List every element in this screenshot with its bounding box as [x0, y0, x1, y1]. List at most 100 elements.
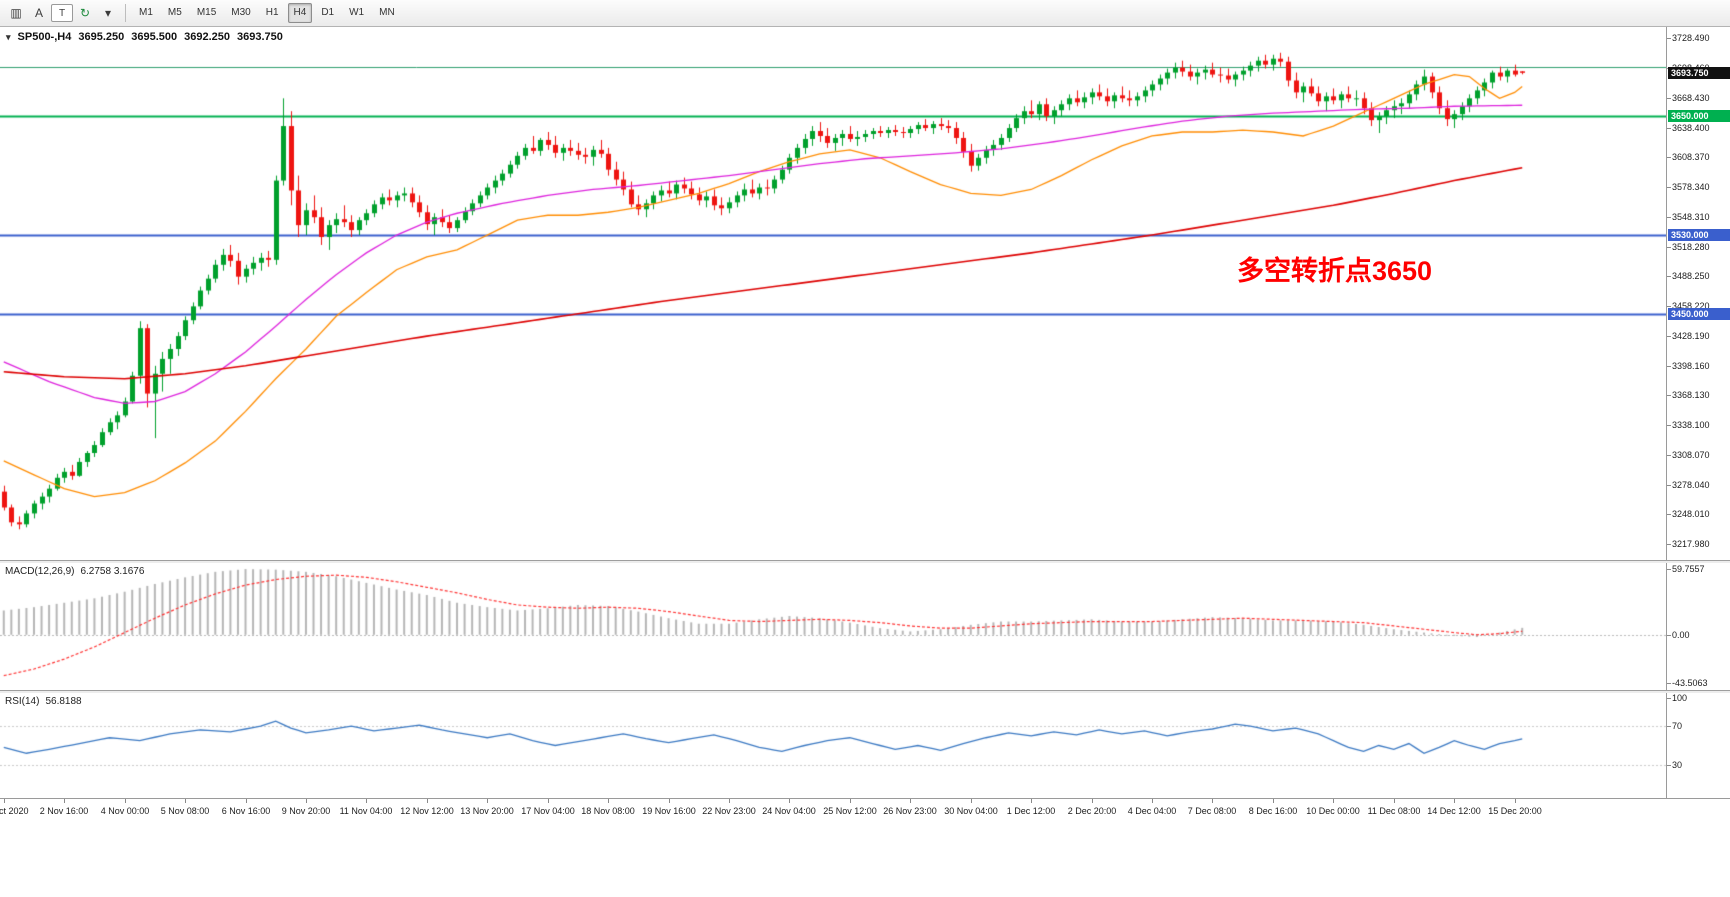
time-axis-tick [669, 799, 670, 803]
time-axis-label: 30 Oct 2020 [0, 806, 29, 816]
price-axis-tick [1667, 276, 1671, 277]
price-axis-label: 3308.070 [1672, 450, 1710, 460]
macd-label: MACD(12,26,9) [5, 566, 75, 577]
time-axis-tick [1031, 799, 1032, 803]
time-axis-label: 30 Nov 04:00 [944, 806, 998, 816]
macd-axis-tick [1667, 569, 1671, 570]
rsi-axis[interactable]: 100 70 30 [1666, 693, 1730, 798]
macd-axis-tick [1667, 683, 1671, 684]
time-axis-label: 13 Nov 20:00 [460, 806, 514, 816]
price-axis-label: 3278.040 [1672, 480, 1710, 490]
text-label-tool[interactable]: T [51, 4, 73, 22]
macd-axis-tick [1667, 635, 1671, 636]
price-axis[interactable]: 3728.4903698.4603668.4303638.4003608.370… [1666, 27, 1730, 560]
time-axis-label: 4 Dec 04:00 [1127, 806, 1177, 816]
symbol-dropdown-icon[interactable]: ▾ [6, 31, 11, 42]
timeframe-m30[interactable]: M30 [231, 7, 251, 18]
pane-splitter-1[interactable] [0, 560, 1730, 563]
price-axis-label: 3608.370 [1672, 152, 1710, 162]
time-axis-label: 7 Dec 08:00 [1187, 806, 1237, 816]
price-axis-label: 3338.100 [1672, 420, 1710, 430]
price-chart-canvas[interactable] [0, 27, 1666, 560]
macd-pane: MACD(12,26,9) 6.2758 3.1676 [0, 563, 1666, 690]
price-axis-tick [1667, 544, 1671, 545]
macd-axis-label: -43.5063 [1672, 678, 1708, 688]
rsi-canvas[interactable] [0, 693, 1666, 798]
time-axis-label: 17 Nov 04:00 [521, 806, 575, 816]
timeframe-d1[interactable]: D1 [321, 7, 335, 18]
price-axis-label: 3668.430 [1672, 93, 1710, 103]
time-axis-label: 24 Nov 04:00 [762, 806, 816, 816]
time-axis-label: 5 Nov 08:00 [160, 806, 210, 816]
rsi-header: RSI(14) 56.8188 [5, 696, 82, 707]
macd-canvas[interactable] [0, 563, 1666, 690]
macd-header: MACD(12,26,9) 6.2758 3.1676 [5, 566, 144, 577]
price-level-box: 3650.000 [1668, 110, 1730, 122]
timeframe-m1[interactable]: M1 [139, 7, 153, 18]
chart-window-icon[interactable]: ▥ [10, 6, 22, 20]
timeframe-mn[interactable]: MN [379, 7, 395, 18]
time-axis[interactable]: 30 Oct 2020 2 Nov 16:00 4 Nov 00:00 5 Nov 0… [0, 798, 1730, 821]
price-axis-tick [1667, 128, 1671, 129]
rsi-value: 56.8188 [45, 696, 82, 707]
time-axis-label: 11 Dec 08:00 [1367, 806, 1421, 816]
time-axis-tick [971, 799, 972, 803]
time-axis-label: 25 Nov 12:00 [823, 806, 877, 816]
time-axis-label: 6 Nov 16:00 [221, 806, 271, 816]
time-axis-tick [1454, 799, 1455, 803]
time-axis-tick [306, 799, 307, 803]
toolbar-separator [125, 4, 126, 22]
timeframe-h1[interactable]: H1 [265, 7, 279, 18]
ohlc-close: 3693.750 [237, 31, 283, 43]
timeframe-button-group: M1 M5 M15 M30 H1 H4 D1 W1 MN [132, 3, 402, 23]
time-axis-tick [1152, 799, 1153, 803]
time-axis-tick [548, 799, 549, 803]
chart-title: ▾ SP500-,H4 3695.250 3695.500 3692.250 3… [6, 31, 283, 43]
timeframe-w1[interactable]: W1 [349, 7, 365, 18]
time-axis-tick [789, 799, 790, 803]
price-axis-tick [1667, 366, 1671, 367]
price-level-box: 3450.000 [1668, 308, 1730, 320]
price-axis-label: 3368.130 [1672, 390, 1710, 400]
annotation-text-tool[interactable]: A [34, 6, 43, 20]
time-axis-label: 1 Dec 12:00 [1006, 806, 1056, 816]
price-axis-tick [1667, 514, 1671, 515]
price-axis-tick [1667, 395, 1671, 396]
price-axis-tick [1667, 217, 1671, 218]
symbol-period-label: SP500-,H4 [17, 31, 72, 43]
time-axis-label: 4 Nov 00:00 [100, 806, 150, 816]
refresh-icon[interactable]: ↻ [79, 6, 91, 20]
price-axis-tick [1667, 425, 1671, 426]
price-axis-tick [1667, 455, 1671, 456]
macd-values: 6.2758 3.1676 [80, 566, 145, 577]
macd-axis[interactable]: 59.7557 0.00 -43.5063 [1666, 563, 1730, 690]
time-axis-label: 26 Nov 23:00 [883, 806, 937, 816]
timeframe-h4[interactable]: H4 [287, 3, 313, 23]
price-axis-label: 3638.400 [1672, 123, 1710, 133]
price-axis-tick [1667, 187, 1671, 188]
time-axis-tick [427, 799, 428, 803]
timeframe-m15[interactable]: M15 [196, 7, 217, 18]
time-axis-label: 2 Dec 20:00 [1067, 806, 1117, 816]
dropdown-caret-icon[interactable]: ▾ [104, 6, 112, 20]
rsi-axis-tick [1667, 765, 1671, 766]
price-axis-tick [1667, 336, 1671, 337]
time-axis-label: 2 Nov 16:00 [39, 806, 89, 816]
time-axis-label: 11 Nov 04:00 [339, 806, 393, 816]
pane-splitter-2[interactable] [0, 690, 1730, 693]
toolbar: ▥ A T ↻ ▾ M1 M5 M15 M30 H1 H4 D1 W1 MN [0, 0, 1730, 27]
price-level-box: 3693.750 [1668, 67, 1730, 79]
time-axis-tick [366, 799, 367, 803]
price-axis-label: 3518.280 [1672, 242, 1710, 252]
macd-axis-label: 59.7557 [1672, 564, 1705, 574]
price-chart-pane: ▾ SP500-,H4 3695.250 3695.500 3692.250 3… [0, 27, 1666, 560]
rsi-pane: RSI(14) 56.8188 [0, 693, 1666, 798]
macd-axis-label: 0.00 [1672, 630, 1690, 640]
price-axis-tick [1667, 485, 1671, 486]
price-axis-label: 3578.340 [1672, 182, 1710, 192]
price-axis-tick [1667, 98, 1671, 99]
timeframe-m5[interactable]: M5 [167, 7, 182, 18]
price-axis-tick [1667, 157, 1671, 158]
price-axis-label: 3248.010 [1672, 509, 1710, 519]
